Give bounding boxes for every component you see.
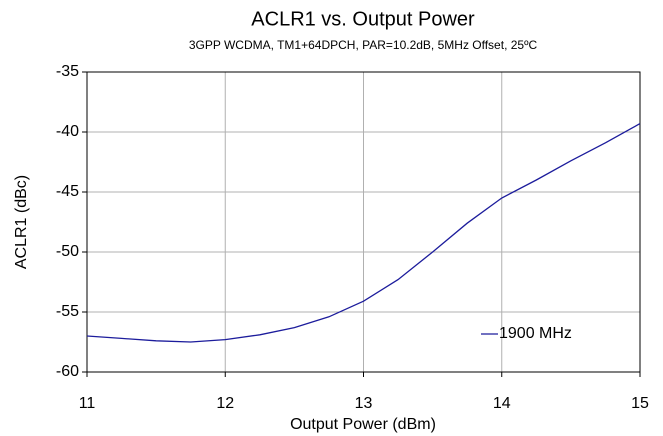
y-tick-label: -55 (56, 303, 79, 320)
x-tick-label: 12 (216, 395, 234, 412)
x-tick-label: 14 (493, 395, 511, 412)
y-tick-label: -60 (56, 363, 79, 380)
data-line (86, 123, 641, 343)
chart-subtitle: 3GPP WCDMA, TM1+64DPCH, PAR=10.2dB, 5MHz… (189, 38, 538, 52)
plot-frame (86, 71, 641, 373)
chart-title: ACLR1 vs. Output Power (251, 8, 475, 30)
legend-label: 1900 MHz (499, 325, 572, 342)
y-axis-label: ACLR1 (dBc) (13, 175, 30, 269)
x-tick-label: 15 (631, 395, 649, 412)
x-tick-label: 13 (355, 395, 373, 412)
x-axis-label: Output Power (dBm) (290, 416, 436, 433)
y-tick-label: -35 (56, 63, 79, 80)
y-tick-label: -45 (56, 183, 79, 200)
y-tick-label: -50 (56, 243, 79, 260)
y-tick-label: -40 (56, 123, 79, 140)
x-tick-label: 11 (79, 395, 96, 412)
